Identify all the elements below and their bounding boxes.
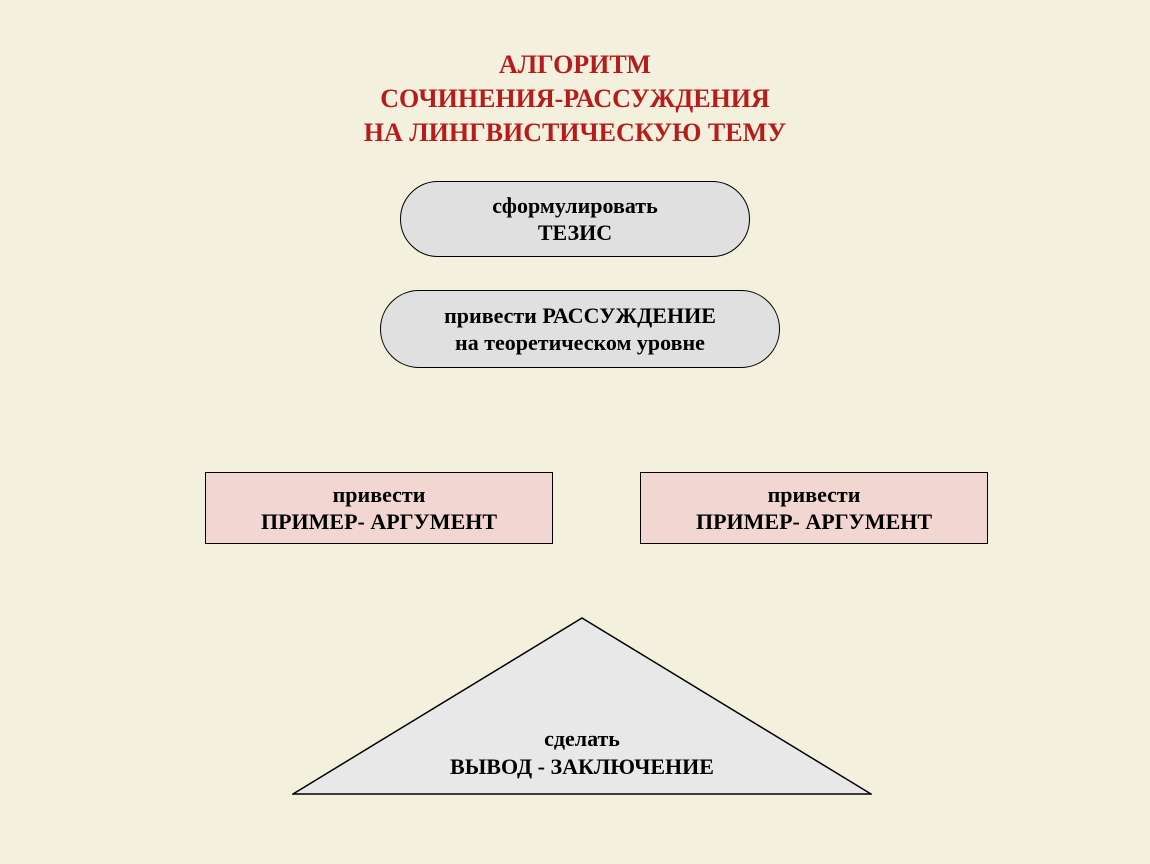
node-conclusion-line2: ВЫВОД - ЗАКЛЮЧЕНИЕ — [292, 753, 872, 781]
node-thesis-line1: сформулировать — [401, 192, 749, 220]
slide-title: АЛГОРИТМ СОЧИНЕНИЯ-РАССУЖДЕНИЯ НА ЛИНГВИ… — [0, 48, 1150, 149]
diagram-content: АЛГОРИТМ СОЧИНЕНИЯ-РАССУЖДЕНИЯ НА ЛИНГВИ… — [0, 0, 1150, 864]
node-example-left: привести ПРИМЕР- АРГУМЕНТ — [205, 472, 553, 544]
node-conclusion-text: сделать ВЫВОД - ЗАКЛЮЧЕНИЕ — [292, 725, 872, 780]
node-thesis-line2: ТЕЗИС — [401, 219, 749, 247]
node-example-left-line1: привести — [206, 481, 552, 509]
node-example-left-line2: ПРИМЕР- АРГУМЕНТ — [206, 508, 552, 536]
node-conclusion: сделать ВЫВОД - ЗАКЛЮЧЕНИЕ — [292, 617, 872, 795]
node-example-right: привести ПРИМЕР- АРГУМЕНТ — [640, 472, 988, 544]
node-example-right-line2: ПРИМЕР- АРГУМЕНТ — [641, 508, 987, 536]
node-reasoning-line1: привести РАССУЖДЕНИЕ — [381, 302, 779, 330]
node-example-right-line1: привести — [641, 481, 987, 509]
node-reasoning-line2: на теоретическом уровне — [381, 329, 779, 357]
node-conclusion-line1: сделать — [292, 725, 872, 753]
node-reasoning: привести РАССУЖДЕНИЕ на теоретическом ур… — [380, 290, 780, 368]
node-thesis: сформулировать ТЕЗИС — [400, 181, 750, 257]
title-line-3: НА ЛИНГВИСТИЧЕСКУЮ ТЕМУ — [0, 116, 1150, 150]
title-line-2: СОЧИНЕНИЯ-РАССУЖДЕНИЯ — [0, 82, 1150, 116]
title-line-1: АЛГОРИТМ — [0, 48, 1150, 82]
